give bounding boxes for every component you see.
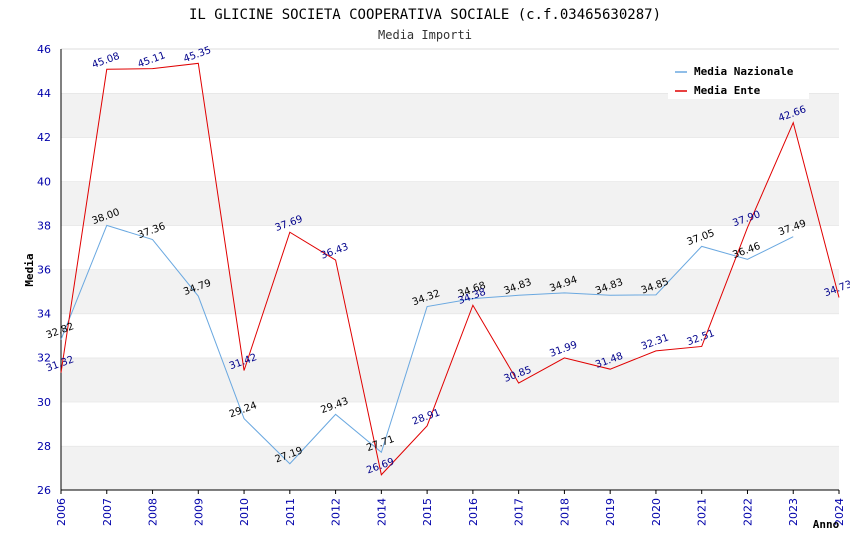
x-tick-label: 2015	[421, 498, 434, 526]
x-tick-label: 2010	[238, 498, 251, 526]
y-tick-label: 46	[37, 43, 51, 56]
y-tick-label: 32	[37, 352, 51, 365]
series-line-nazionale	[60, 224, 794, 465]
y-tick-label: 26	[37, 484, 51, 497]
x-tick-label: 2011	[284, 498, 297, 526]
x-tick-label: 2017	[513, 498, 526, 526]
legend-background	[668, 59, 809, 99]
chart-title: IL GLICINE SOCIETA COOPERATIVA SOCIALE (…	[189, 7, 661, 23]
grid-band	[61, 445, 839, 490]
y-tick-label: 42	[37, 131, 51, 144]
x-tick-label: 2021	[696, 498, 709, 526]
y-tick-label: 44	[37, 87, 51, 100]
grid-band	[61, 137, 839, 182]
y-tick-label: 28	[37, 440, 51, 453]
legend: Media Nazionale Media Ente	[668, 59, 809, 99]
x-tick-label: 2022	[741, 498, 754, 526]
x-axis-ticks: 2006 2007 2008 2009 2010 2011 2012 2014 2015 2016…	[55, 490, 846, 526]
grid-band	[61, 181, 839, 226]
y-tick-label: 36	[37, 264, 51, 277]
x-tick-label: 2008	[147, 498, 160, 526]
y-tick-label: 30	[37, 396, 51, 409]
y-tick-label: 40	[37, 175, 51, 188]
x-tick-label: 2024	[833, 498, 846, 526]
grid-bands	[61, 48, 839, 490]
x-tick-label: 2007	[101, 498, 114, 526]
y-axis-ticks: 26 28 30 32 34 36 38 40 42 44 46	[37, 43, 51, 497]
series-group	[60, 62, 840, 476]
x-tick-label: 2019	[604, 498, 617, 526]
series-line-ente	[60, 62, 840, 476]
x-axis-label: Anno	[813, 518, 840, 531]
x-tick-label: 2016	[467, 498, 480, 526]
grid-band	[61, 93, 839, 138]
x-tick-label: 2020	[650, 498, 663, 526]
y-tick-label: 34	[37, 308, 51, 321]
x-tick-label: 2014	[375, 498, 388, 526]
grid-band	[61, 225, 839, 270]
x-tick-label: 2006	[55, 498, 68, 526]
x-tick-label: 2009	[192, 498, 205, 526]
chart-subtitle: Media Importi	[378, 28, 472, 42]
grid-band	[61, 401, 839, 446]
legend-label-nazionale: Media Nazionale	[694, 65, 794, 78]
x-tick-label: 2018	[558, 498, 571, 526]
x-tick-label: 2023	[787, 498, 800, 526]
y-axis-label: Media	[23, 253, 36, 286]
grid-band	[61, 269, 839, 314]
grid-band	[61, 313, 839, 358]
y-tick-label: 38	[37, 219, 51, 232]
x-tick-label: 2012	[330, 498, 343, 526]
legend-label-ente: Media Ente	[694, 84, 761, 97]
